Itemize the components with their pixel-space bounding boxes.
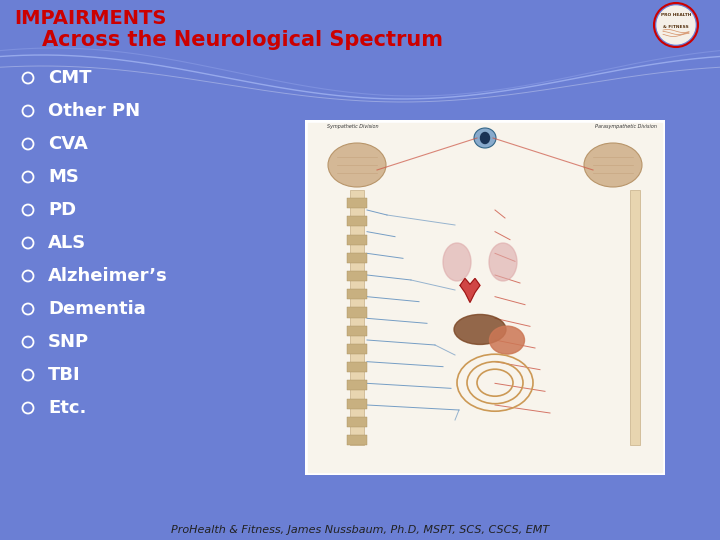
Text: CVA: CVA (48, 135, 88, 153)
Polygon shape (0, 0, 720, 42)
Bar (347, 435, 367, 445)
Text: Across the Neurological Spectrum: Across the Neurological Spectrum (42, 30, 443, 50)
Text: Etc.: Etc. (48, 399, 86, 417)
Circle shape (657, 6, 695, 44)
Text: PD: PD (48, 201, 76, 219)
Polygon shape (0, 0, 720, 105)
Bar (630, 190, 640, 445)
Text: Other PN: Other PN (48, 102, 140, 120)
Bar (347, 217, 367, 226)
Ellipse shape (443, 243, 471, 281)
Bar (347, 417, 367, 427)
Text: Dementia: Dementia (48, 300, 145, 318)
Bar (347, 198, 367, 208)
Text: Sympathetic Division: Sympathetic Division (327, 124, 379, 129)
Text: TBI: TBI (48, 366, 81, 384)
Bar (347, 253, 367, 263)
Polygon shape (0, 0, 720, 70)
Ellipse shape (584, 143, 642, 187)
Bar (347, 399, 367, 409)
Polygon shape (0, 0, 720, 90)
Bar (347, 380, 367, 390)
Ellipse shape (454, 314, 506, 345)
Bar (350, 190, 364, 445)
Bar (347, 271, 367, 281)
Text: ALS: ALS (48, 234, 86, 252)
Ellipse shape (489, 243, 517, 281)
Text: & FITNESS: & FITNESS (663, 25, 689, 29)
Text: IMPAIRMENTS: IMPAIRMENTS (14, 10, 166, 29)
Ellipse shape (480, 132, 490, 144)
Text: Alzheimer’s: Alzheimer’s (48, 267, 168, 285)
Bar (347, 307, 367, 318)
Bar (347, 362, 367, 372)
Text: MS: MS (48, 168, 79, 186)
Text: SNP: SNP (48, 333, 89, 351)
Bar (347, 344, 367, 354)
Bar (347, 289, 367, 299)
Bar (347, 326, 367, 336)
Ellipse shape (490, 326, 524, 354)
Text: Parasympathetic Division: Parasympathetic Division (595, 124, 657, 129)
Bar (305, 120, 665, 475)
Polygon shape (0, 0, 720, 52)
Ellipse shape (328, 143, 386, 187)
Bar (308, 123, 662, 472)
Text: PRO HEALTH: PRO HEALTH (661, 13, 691, 17)
Ellipse shape (474, 128, 496, 148)
Text: ProHealth & Fitness, James Nussbaum, Ph.D, MSPT, SCS, CSCS, EMT: ProHealth & Fitness, James Nussbaum, Ph.… (171, 525, 549, 535)
Polygon shape (460, 279, 480, 302)
Polygon shape (0, 0, 720, 54)
Text: CMT: CMT (48, 69, 91, 87)
Bar (347, 234, 367, 245)
